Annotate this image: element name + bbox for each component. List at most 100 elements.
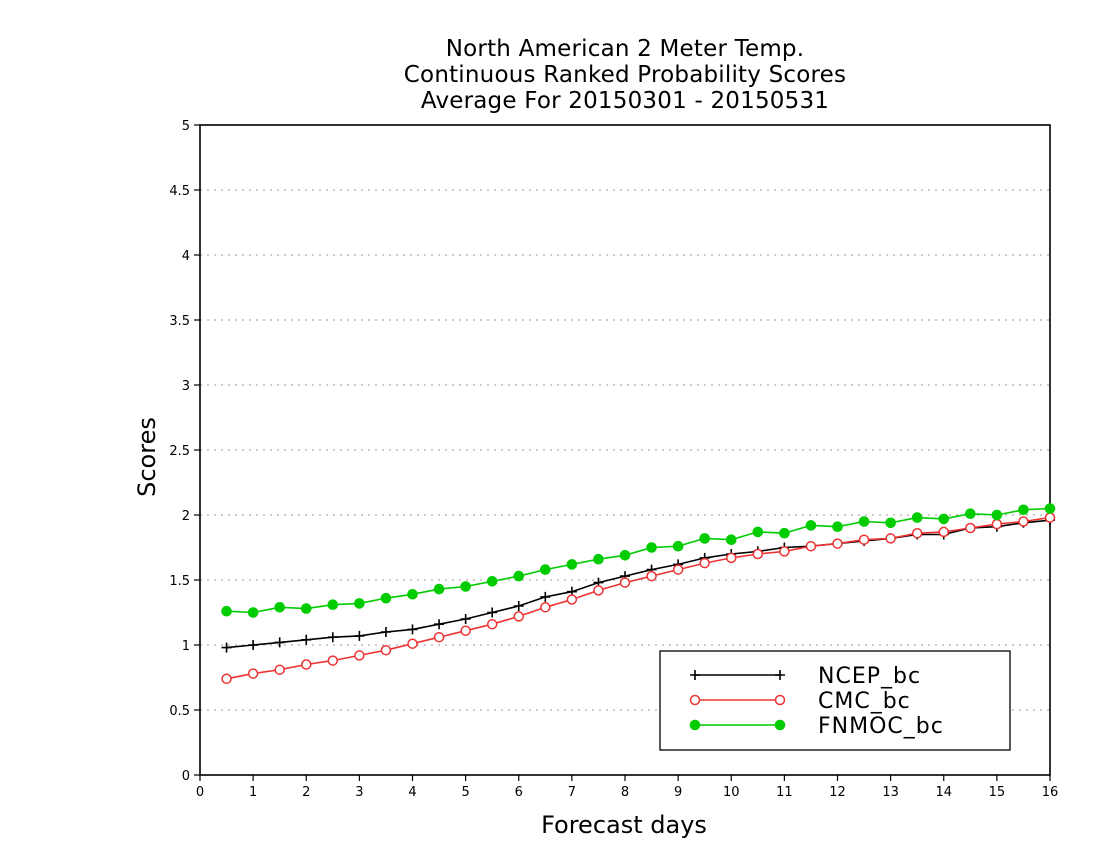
data-point-ncep-bc bbox=[327, 632, 338, 643]
data-point-cmc-bc bbox=[247, 668, 259, 679]
data-point-fnmoc-bc bbox=[699, 533, 710, 544]
data-point-fnmoc-bc bbox=[540, 564, 551, 575]
data-point-cmc-bc bbox=[433, 631, 445, 643]
data-point-fnmoc-bc bbox=[460, 581, 471, 592]
legend-marker-ncep-bc bbox=[775, 670, 785, 680]
data-point-fnmoc-bc bbox=[938, 513, 950, 525]
data-point-fnmoc-bc bbox=[779, 527, 790, 539]
data-point-cmc-bc bbox=[619, 577, 631, 588]
series-cmc-bc bbox=[221, 512, 1056, 685]
x-tick-label: 9 bbox=[674, 785, 682, 800]
x-tick-label: 8 bbox=[621, 785, 629, 800]
data-point-fnmoc-bc bbox=[672, 540, 684, 552]
legend-label-fnmoc-bc: FNMOC_bc bbox=[818, 714, 944, 739]
data-point-ncep-bc bbox=[354, 630, 365, 641]
data-point-cmc-bc bbox=[513, 611, 524, 622]
data-point-fnmoc-bc bbox=[300, 603, 312, 614]
data-point-cmc-bc bbox=[540, 602, 551, 613]
data-point-ncep-bc bbox=[221, 642, 232, 653]
data-point-fnmoc-bc bbox=[885, 517, 896, 529]
x-tick-label: 15 bbox=[989, 785, 1006, 800]
data-point-fnmoc-bc bbox=[752, 526, 764, 538]
x-tick-label: 1 bbox=[249, 785, 257, 800]
x-tick-label: 13 bbox=[882, 785, 899, 800]
series-ncep-bc bbox=[221, 515, 1055, 653]
y-tick-label: 5 bbox=[182, 119, 190, 134]
data-point-cmc-bc bbox=[354, 650, 365, 661]
data-point-cmc-bc bbox=[672, 564, 684, 575]
series-line-ncep-bc bbox=[226, 519, 1051, 649]
data-point-fnmoc-bc bbox=[407, 589, 418, 600]
x-tick-label: 2 bbox=[302, 785, 310, 800]
legend-label-ncep-bc: NCEP_bc bbox=[818, 664, 921, 689]
data-point-fnmoc-bc bbox=[247, 607, 259, 618]
data-point-cmc-bc bbox=[1018, 516, 1029, 527]
data-point-fnmoc-bc bbox=[1044, 503, 1056, 514]
data-point-cmc-bc bbox=[805, 540, 817, 552]
legend-marker-fnmoc-bc bbox=[689, 719, 701, 731]
data-point-ncep-bc bbox=[380, 627, 391, 637]
x-tick-label: 12 bbox=[829, 785, 846, 800]
data-point-cmc-bc bbox=[407, 638, 418, 649]
data-point-cmc-bc bbox=[858, 534, 870, 545]
x-axis-label: Forecast days bbox=[541, 811, 707, 839]
data-point-fnmoc-bc bbox=[832, 521, 843, 533]
chart-title-line-1: North American 2 Meter Temp. bbox=[445, 36, 805, 62]
data-point-cmc-bc bbox=[726, 552, 737, 564]
data-point-ncep-bc bbox=[274, 637, 285, 648]
legend-marker-ncep-bc bbox=[690, 670, 700, 680]
y-tick-label: 2.5 bbox=[169, 444, 190, 459]
data-point-ncep-bc bbox=[487, 607, 498, 618]
data-point-fnmoc-bc bbox=[725, 534, 737, 546]
data-point-fnmoc-bc bbox=[911, 512, 923, 523]
data-point-fnmoc-bc bbox=[433, 583, 445, 595]
data-point-ncep-bc bbox=[460, 614, 471, 624]
data-point-cmc-bc bbox=[274, 664, 285, 675]
data-point-cmc-bc bbox=[380, 644, 392, 656]
x-tick-label: 7 bbox=[568, 785, 576, 800]
x-tick-label: 5 bbox=[461, 785, 469, 800]
data-point-cmc-bc bbox=[646, 570, 657, 582]
y-axis-label: Scores bbox=[133, 417, 161, 497]
data-point-cmc-bc bbox=[938, 526, 949, 538]
series-line-fnmoc-bc bbox=[226, 507, 1051, 614]
x-tick-label: 11 bbox=[776, 785, 793, 800]
data-point-cmc-bc bbox=[752, 548, 764, 560]
x-tick-label: 4 bbox=[408, 785, 416, 800]
x-tick-label: 10 bbox=[723, 785, 740, 800]
data-point-cmc-bc bbox=[221, 673, 232, 685]
data-point-cmc-bc bbox=[832, 538, 843, 549]
data-point-cmc-bc bbox=[460, 625, 471, 636]
data-point-fnmoc-bc bbox=[486, 576, 498, 587]
data-point-cmc-bc bbox=[991, 518, 1003, 530]
legend-marker-fnmoc-bc bbox=[774, 719, 786, 731]
x-tick-label: 16 bbox=[1042, 785, 1059, 800]
data-point-fnmoc-bc bbox=[274, 602, 285, 613]
data-point-fnmoc-bc bbox=[805, 520, 817, 531]
data-point-cmc-bc bbox=[885, 533, 896, 544]
data-point-fnmoc-bc bbox=[593, 553, 604, 565]
x-tick-label: 0 bbox=[196, 785, 204, 800]
y-tick-label: 3 bbox=[182, 379, 190, 394]
data-point-fnmoc-bc bbox=[646, 542, 657, 553]
legend-label-cmc-bc: CMC_bc bbox=[818, 689, 911, 714]
data-point-cmc-bc bbox=[1044, 512, 1056, 523]
data-point-cmc-bc bbox=[593, 585, 604, 596]
data-point-fnmoc-bc bbox=[858, 516, 870, 527]
x-tick-label: 6 bbox=[515, 785, 523, 800]
legend-marker-cmc-bc bbox=[774, 694, 786, 706]
data-point-fnmoc-bc bbox=[513, 570, 525, 582]
chart-title-line-3: Average For 20150301 - 20150531 bbox=[420, 88, 830, 114]
y-tick-label: 3.5 bbox=[169, 314, 190, 329]
y-tick-label: 0.5 bbox=[169, 704, 190, 719]
data-point-fnmoc-bc bbox=[965, 508, 976, 520]
data-point-ncep-bc bbox=[301, 634, 312, 645]
y-tick-label: 4 bbox=[182, 249, 190, 264]
data-point-ncep-bc bbox=[248, 640, 259, 650]
data-point-ncep-bc bbox=[407, 624, 418, 635]
data-point-fnmoc-bc bbox=[354, 598, 365, 609]
data-point-cmc-bc bbox=[779, 546, 790, 557]
data-point-fnmoc-bc bbox=[619, 550, 631, 561]
